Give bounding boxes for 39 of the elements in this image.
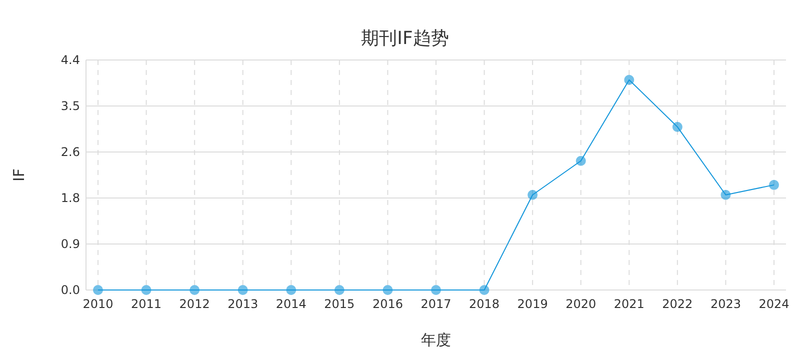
- x-tick-label: 2013: [228, 297, 258, 311]
- point: [576, 156, 586, 166]
- x-tick-label: 2010: [82, 297, 114, 311]
- x-tick-label: 2024: [758, 297, 790, 311]
- x-tick-label: 2022: [662, 297, 693, 311]
- x-tick-label: 2018: [469, 297, 500, 311]
- point: [190, 285, 200, 295]
- y-tick-label: 2.6: [60, 145, 80, 159]
- x-tick-label: 2023: [710, 297, 741, 311]
- x-tick-label: 2011: [131, 297, 162, 311]
- point: [334, 285, 344, 295]
- point: [479, 285, 490, 295]
- point: [624, 74, 634, 85]
- point: [672, 122, 682, 132]
- point: [141, 285, 152, 295]
- point: [93, 285, 103, 295]
- point: [720, 190, 731, 200]
- x-axis-title: 年度: [421, 331, 451, 349]
- point: [382, 285, 393, 295]
- y-tick-label: 0.9: [60, 237, 80, 251]
- x-tick-label: 2012: [179, 297, 210, 311]
- y-tick-label: 4.4: [60, 53, 80, 67]
- chart-title: 期刊IF趋势: [361, 28, 449, 49]
- y-tick-label: 0.0: [60, 283, 80, 297]
- x-tick-label: 2014: [276, 297, 306, 311]
- x-tick-label: 2019: [517, 297, 548, 311]
- x-tick-label: 2020: [566, 297, 596, 311]
- point: [431, 285, 441, 295]
- x-tick-label: 2017: [420, 297, 452, 311]
- x-tick-label: 2015: [324, 297, 355, 311]
- y-tick-label: 3.5: [60, 99, 80, 113]
- x-tick-label: 2016: [372, 297, 403, 311]
- point: [528, 190, 538, 200]
- x-tick-label: 2021: [614, 297, 644, 311]
- point: [286, 285, 296, 295]
- point: [769, 180, 779, 190]
- y-tick-label: 1.8: [60, 191, 80, 205]
- point: [238, 285, 248, 295]
- y-axis-title: IF: [10, 168, 28, 182]
